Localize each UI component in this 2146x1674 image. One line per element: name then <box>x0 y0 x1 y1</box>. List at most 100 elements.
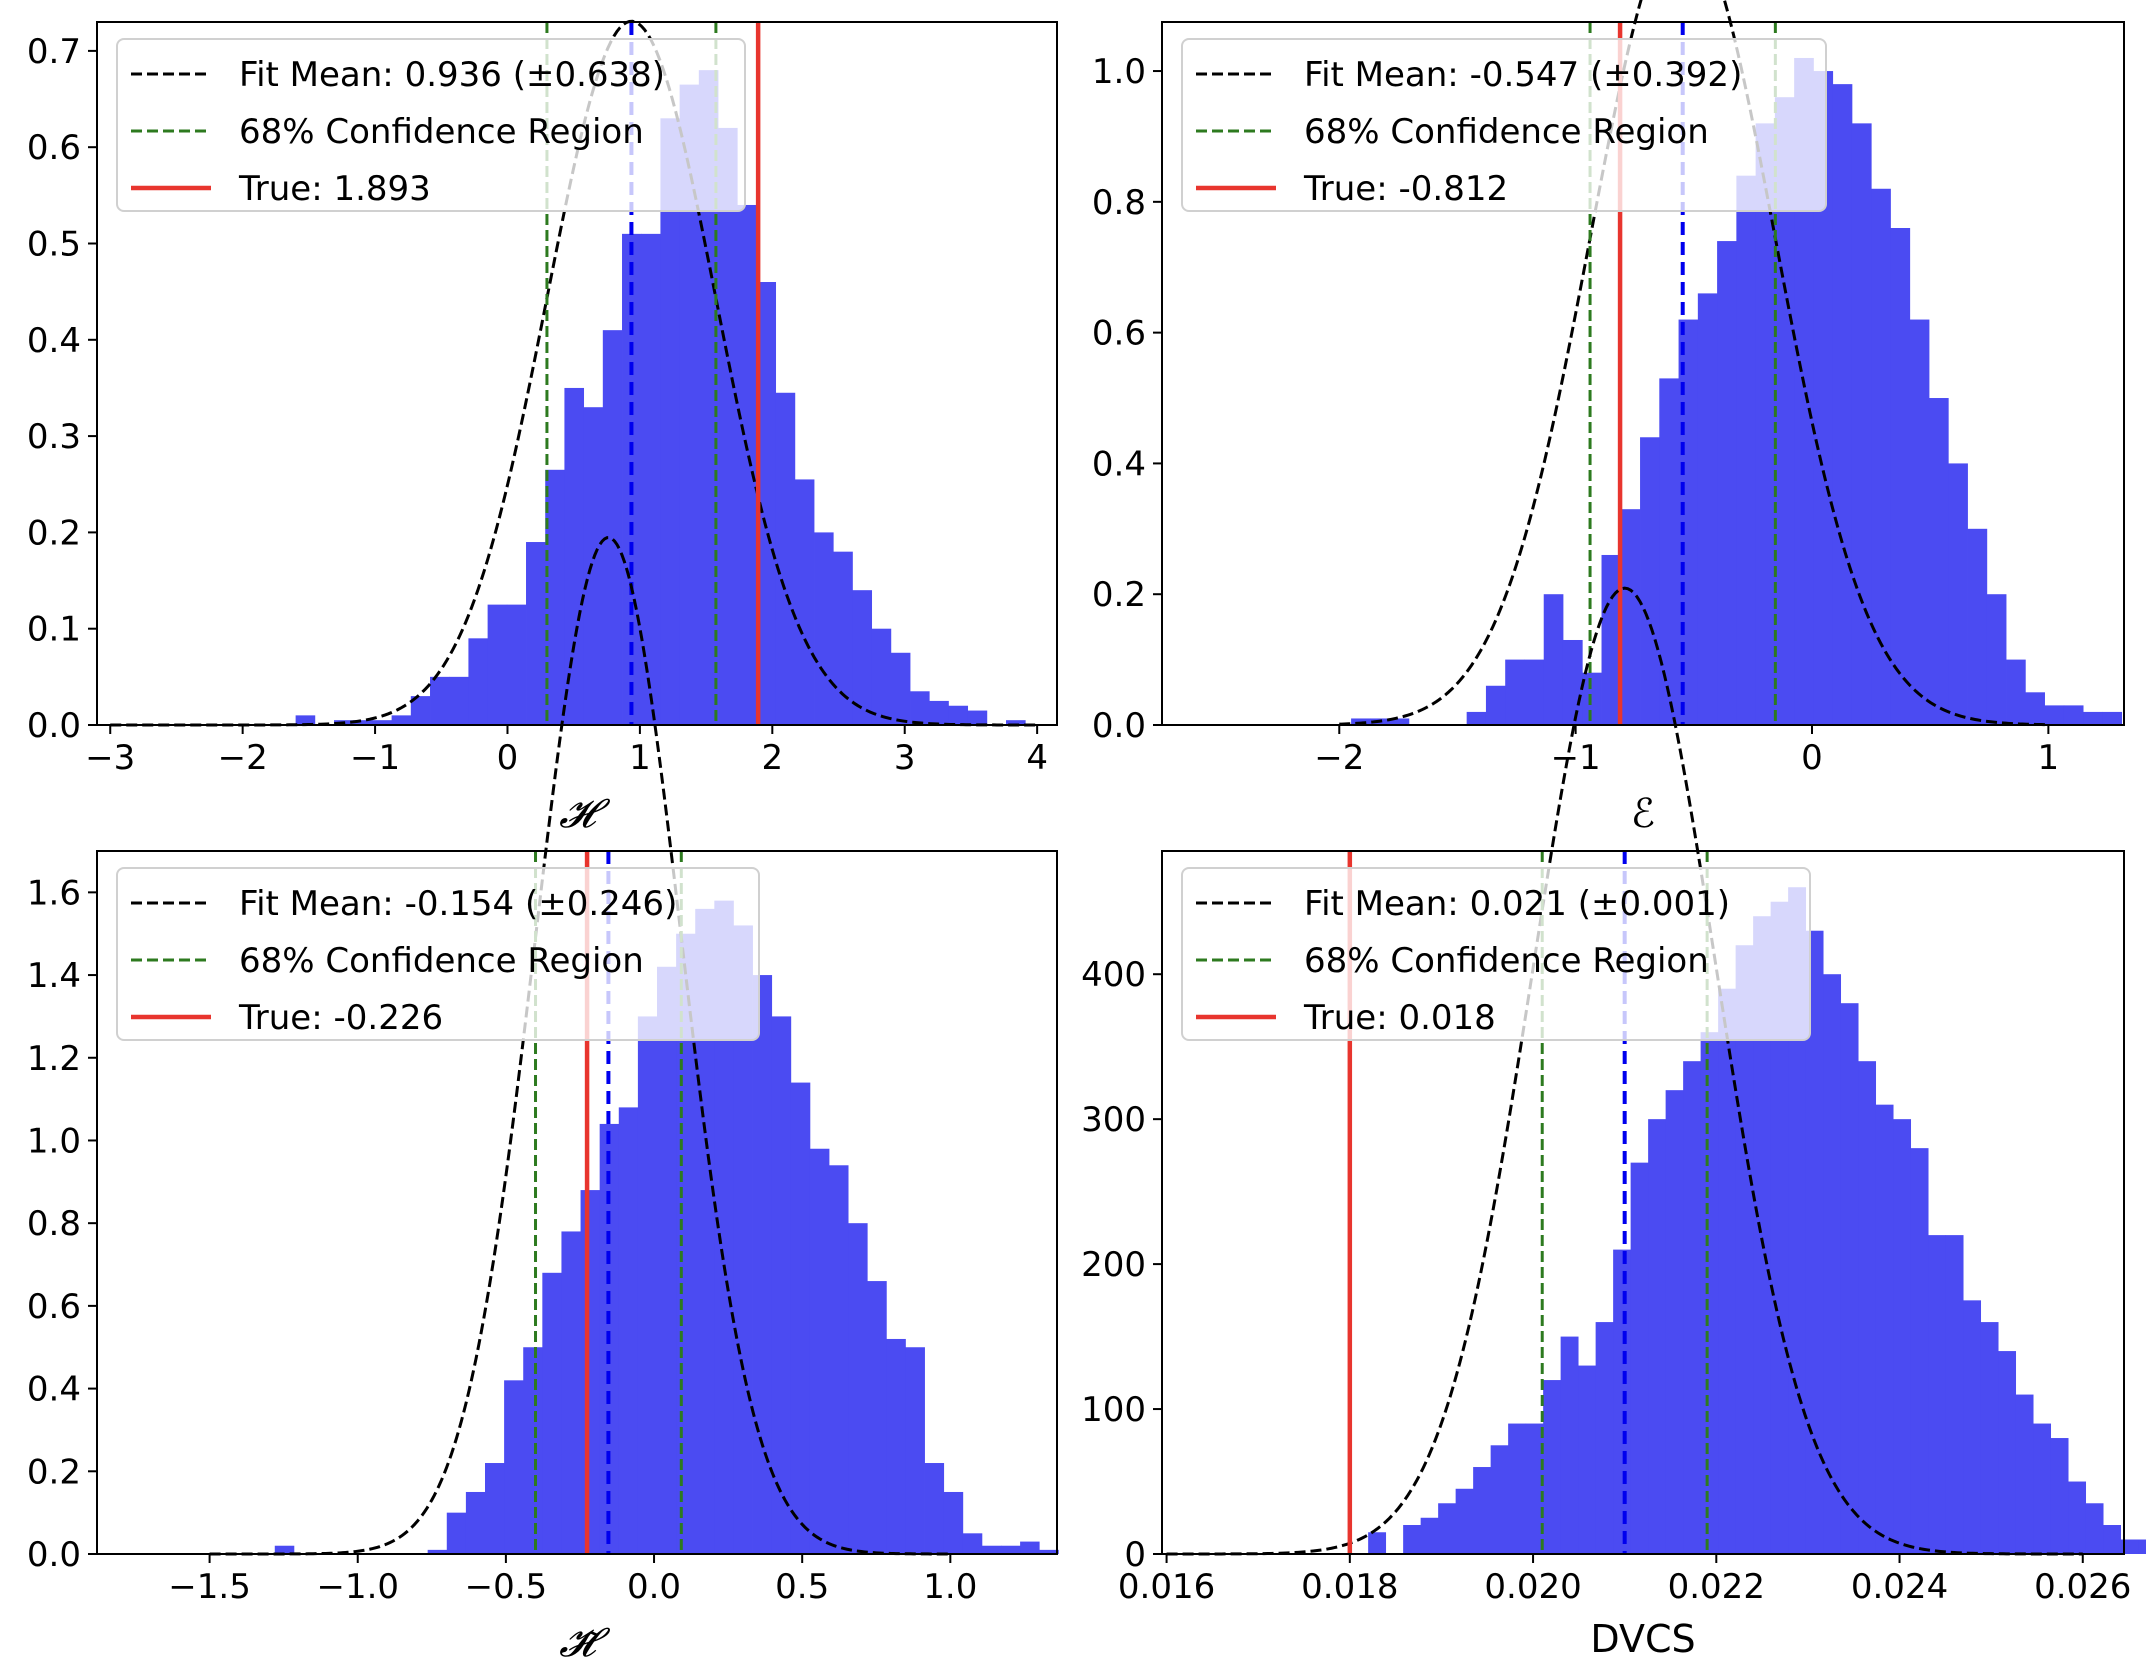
histogram-bar <box>295 715 316 725</box>
histogram-bar <box>1928 1235 1947 1554</box>
y-tick-label: 0.0 <box>1092 706 1146 746</box>
x-tick-label: −0.5 <box>465 1567 548 1607</box>
histogram-bar <box>1020 1541 1040 1554</box>
x-tick-label: 1 <box>629 738 651 778</box>
histogram-bar <box>794 479 815 725</box>
histogram-bar <box>1770 901 1789 1554</box>
histogram-bar <box>1910 1148 1929 1554</box>
histogram-bar <box>2044 705 2065 725</box>
y-tick-label: 400 <box>1081 955 1146 995</box>
y-tick-label: 0.0 <box>27 1535 81 1575</box>
y-tick-label: 0.1 <box>27 610 81 650</box>
legend-fit-entry-label: Fit Mean: 0.936 (±0.638) <box>239 55 665 95</box>
y-tick-label: 0.7 <box>27 32 81 72</box>
y-tick-label: 0.4 <box>27 321 81 361</box>
histogram-bar <box>1986 594 2007 725</box>
histogram-bar <box>1438 1503 1457 1554</box>
histogram-bar <box>449 676 469 725</box>
histogram-bar <box>1871 188 1891 725</box>
histogram-bar <box>1788 887 1807 1554</box>
fit-curve <box>1339 0 2049 727</box>
histogram-bar <box>446 1512 467 1554</box>
histogram-bar <box>1823 974 1842 1554</box>
histogram-bar <box>1794 57 1814 726</box>
histogram-bar <box>526 542 546 725</box>
histogram-bar <box>679 84 700 726</box>
x-tick-label: 0.0 <box>627 1567 681 1607</box>
histogram-bar <box>583 407 604 725</box>
histogram-bar <box>641 233 661 726</box>
y-tick-label: 0.2 <box>27 513 81 553</box>
histogram-bar <box>1595 1322 1614 1554</box>
histogram-bar <box>1998 1351 2017 1554</box>
histogram-bar <box>1753 916 1772 1554</box>
histogram-bar <box>1963 1300 1982 1554</box>
histogram-bar <box>1006 720 1026 725</box>
histogram-bar <box>1813 71 1834 726</box>
histogram-bar <box>2006 659 2026 725</box>
histogram-bar <box>1683 1061 1702 1554</box>
histogram-bar <box>1403 1525 1422 1554</box>
histogram-bar <box>2063 705 2084 725</box>
histogram-bar <box>1455 1488 1474 1554</box>
y-tick-label: 0.4 <box>27 1370 81 1410</box>
legend: Fit Mean: -0.547 (±0.392) 68% Confidence … <box>1181 38 1827 212</box>
x-axis-label: DVCS <box>1590 1617 1695 1661</box>
histogram-bar <box>1490 1445 1509 1554</box>
y-tick-label: 1.0 <box>27 1121 81 1161</box>
y-tick-label: 0.8 <box>27 1204 81 1244</box>
histogram-bar <box>1755 123 1776 726</box>
histogram-bar <box>637 1016 658 1554</box>
histogram-bar <box>1601 554 1622 725</box>
histogram-bar <box>829 1165 849 1554</box>
x-tick-label: 0 <box>1801 738 1823 778</box>
subplot-2: −2 −1 0 1 0.0 0.2 0.4 0.6 0.8 1.0 ℰ Fit Mean: -0.54… <box>1092 0 2125 837</box>
axes-frame <box>96 850 1058 1555</box>
histogram-bar <box>756 282 777 725</box>
histogram-bar <box>1697 293 1718 725</box>
histogram-bar <box>427 1549 448 1554</box>
histogram-bar <box>1909 319 1930 725</box>
y-tick-label: 0 <box>1124 1535 1146 1575</box>
histogram-bar <box>1613 1249 1632 1554</box>
x-tick-label: 4 <box>1026 738 1048 778</box>
histogram-bar <box>848 1223 868 1554</box>
histogram-bar <box>718 127 738 726</box>
x-tick-label: −1 <box>1551 738 1601 778</box>
x-tick-label: 0.024 <box>1851 1567 1948 1607</box>
histogram-bar <box>2068 1481 2087 1554</box>
histogram-bar <box>506 604 527 725</box>
y-tick-label: 1.6 <box>27 873 81 913</box>
histogram-bar <box>660 118 681 726</box>
histogram-bar <box>353 720 373 725</box>
histogram-bar <box>1893 1119 1912 1554</box>
histogram-bar <box>981 1545 1002 1554</box>
histogram-bar <box>2033 1423 2052 1554</box>
histogram-bar <box>1700 1032 1719 1554</box>
y-tick-label: 200 <box>1081 1245 1146 1285</box>
histogram-bar <box>1473 1467 1492 1554</box>
histogram-bar <box>1578 1365 1597 1554</box>
histogram-bar <box>737 204 757 726</box>
histogram-bar <box>1736 175 1757 725</box>
histogram-bar <box>967 710 988 725</box>
histogram-bar <box>886 1338 906 1554</box>
histogram-bar <box>852 590 873 725</box>
x-tick-label: 0.022 <box>1668 1567 1765 1607</box>
y-tick-label: 0.3 <box>27 417 81 457</box>
histogram-bar <box>871 628 892 725</box>
x-tick-label: 1.0 <box>923 1567 977 1607</box>
subplot-3: −1.5 −1.0 −0.5 0.0 0.5 1.0 0.0 0.2 0.4 0.6 0.8 1.0 1… <box>27 536 1059 1666</box>
histogram-bar <box>1980 1322 1999 1554</box>
histogram-bar <box>487 604 508 725</box>
histogram-bar <box>2103 1525 2122 1554</box>
histogram-bar <box>622 233 642 726</box>
legend-true-entry-label: True: 1.893 <box>238 169 431 209</box>
histogram-bar <box>2102 711 2123 725</box>
y-tick-label: 1.0 <box>1092 52 1146 92</box>
histogram-bar <box>1640 437 1660 725</box>
legend: Fit Mean: -0.154 (±0.246) 68% Confidence … <box>116 867 760 1041</box>
histogram-bar <box>561 1231 581 1554</box>
histogram-bar <box>1858 1061 1877 1554</box>
legend: Fit Mean: 0.021 (±0.001) 68% Confidence R… <box>1181 867 1811 1041</box>
